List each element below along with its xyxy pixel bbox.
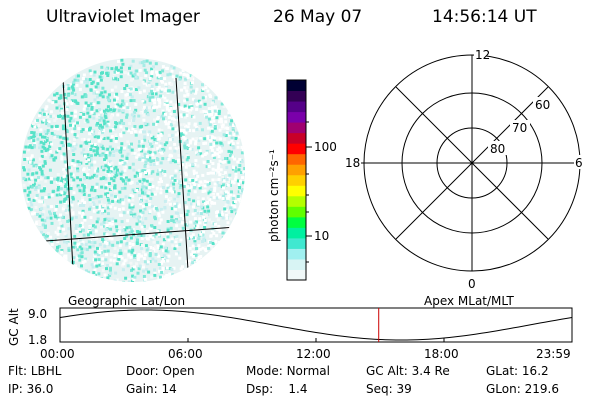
meridian-line bbox=[175, 77, 189, 271]
color-bar-segment bbox=[287, 164, 306, 176]
color-bar-segment bbox=[287, 269, 306, 281]
color-bar-segment bbox=[287, 216, 306, 228]
lat-label-60: 60 bbox=[535, 98, 550, 112]
xtick-label: 00:00 bbox=[40, 347, 75, 361]
color-bar-segment bbox=[287, 143, 306, 155]
color-bar-segment bbox=[287, 227, 306, 239]
label-mask bbox=[533, 97, 553, 111]
timeline-ytick-top: 9.0 bbox=[28, 307, 47, 321]
color-bar-segment bbox=[287, 258, 306, 270]
mlt-label-18: 18 bbox=[345, 156, 360, 170]
polar-plot bbox=[346, 54, 581, 272]
geo-grid bbox=[21, 77, 245, 271]
label-mask bbox=[574, 155, 584, 169]
color-bar-segment bbox=[287, 248, 306, 260]
color-bar-segment bbox=[287, 206, 306, 218]
color-bar-segment bbox=[287, 195, 306, 207]
xtick-label: 06:00 bbox=[168, 347, 203, 361]
meridian-line bbox=[62, 77, 74, 271]
xtick-label: 23:59 bbox=[536, 347, 571, 361]
mlt-label-0: 0 bbox=[468, 277, 476, 291]
color-bar-segment bbox=[287, 111, 306, 123]
color-bar-segment bbox=[287, 122, 306, 134]
status-gain: Gain: 14 bbox=[126, 382, 177, 396]
timeline-right-caption: Apex MLat/MLT bbox=[424, 294, 514, 308]
polar-diagonal bbox=[395, 86, 549, 240]
label-mask bbox=[510, 120, 530, 134]
color-bar bbox=[286, 79, 307, 281]
xtick-label: 12:00 bbox=[296, 347, 331, 361]
status-glon: GLon: 219.6 bbox=[486, 382, 559, 396]
label-mask bbox=[474, 47, 486, 61]
status-ip: IP: 36.0 bbox=[8, 382, 54, 396]
mlt-label-6: 6 bbox=[575, 156, 583, 170]
color-bar-segment bbox=[287, 90, 306, 102]
colorbar-tick-label: 10 bbox=[314, 229, 329, 243]
color-bar-frame bbox=[286, 79, 307, 281]
color-bar-segment bbox=[287, 80, 306, 92]
uv-speckles bbox=[22, 58, 245, 282]
lat-label-70: 70 bbox=[512, 121, 527, 135]
status-glat: GLat: 16.2 bbox=[486, 364, 549, 378]
status-gc-alt: GC Alt: 3.4 Re bbox=[366, 364, 450, 378]
time-label: 14:56:14 UT bbox=[432, 7, 537, 27]
status-dsp: Dsp: 1.4 bbox=[246, 382, 308, 396]
color-bar-segment bbox=[287, 174, 306, 186]
color-bar-segment bbox=[287, 237, 306, 249]
color-bar-segment bbox=[287, 101, 306, 113]
xtick-label: 18:00 bbox=[424, 347, 459, 361]
uv-image-disk bbox=[21, 58, 245, 282]
status-mode: Mode: Normal bbox=[246, 364, 330, 378]
label-mask bbox=[488, 141, 508, 155]
color-bar-ticks bbox=[306, 121, 312, 263]
color-bar-segment bbox=[287, 132, 306, 144]
timeline-frame bbox=[59, 307, 573, 343]
timeline-xticks bbox=[59, 338, 573, 342]
label-mask bbox=[343, 155, 361, 169]
color-bar-segment bbox=[287, 153, 306, 165]
timeline-ylabel: GC Alt bbox=[7, 308, 21, 346]
mlt-label-12: 12 bbox=[475, 48, 490, 62]
timeline-left-caption: Geographic Lat/Lon bbox=[68, 294, 185, 308]
status-door: Door: Open bbox=[126, 364, 195, 378]
label-mask bbox=[467, 276, 477, 290]
parallel-line bbox=[21, 225, 245, 244]
lat-label-80: 80 bbox=[490, 142, 505, 156]
status-seq: Seq: 39 bbox=[366, 382, 412, 396]
date-label: 26 May 07 bbox=[273, 7, 363, 27]
color-bar-segment bbox=[287, 185, 306, 197]
orbit-altitude-curve bbox=[59, 309, 573, 341]
instrument-title: Ultraviolet Imager bbox=[46, 7, 200, 27]
status-filter: Flt: LBHL bbox=[8, 364, 62, 378]
timeline-ytick-bottom: 1.8 bbox=[28, 333, 47, 347]
colorbar-unit-label: photon cm⁻²s⁻¹ bbox=[267, 149, 281, 242]
colorbar-tick-label: 100 bbox=[314, 140, 337, 154]
